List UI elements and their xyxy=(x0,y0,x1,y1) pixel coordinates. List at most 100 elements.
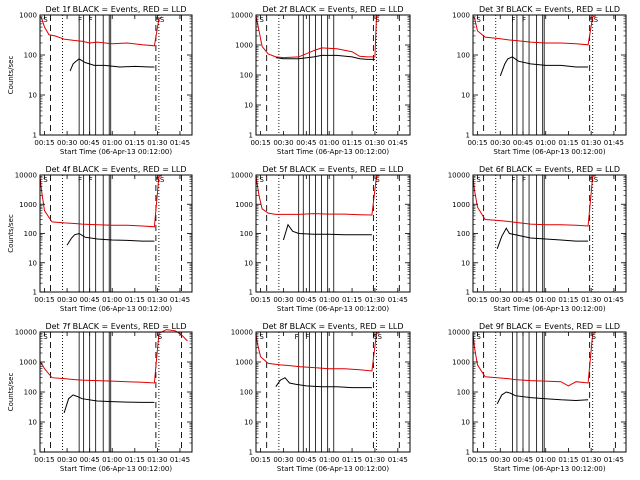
x-tick-label: 01:15 xyxy=(558,139,578,147)
flag-marker-S: S xyxy=(476,176,481,184)
flag-marker-S: S xyxy=(259,176,264,184)
y-tick-label: 1 xyxy=(33,132,37,140)
x-tick-label: 00:15 xyxy=(467,296,487,304)
y-tick-label: 100 xyxy=(457,230,470,238)
x-tick-label: 01:45 xyxy=(604,456,624,464)
series-line-lld xyxy=(472,175,596,227)
y-tick-label: 1000 xyxy=(19,12,37,20)
series-line-lld xyxy=(39,329,188,384)
x-tick-label: 01:30 xyxy=(581,296,601,304)
chart-panel-5: Det 5f BLACK = Events, RED = LLD Start Ti… xyxy=(231,165,411,313)
series-line-lld xyxy=(255,15,380,59)
flag-marker-S: S xyxy=(591,333,596,341)
chart-panel-1: Det 1f BLACK = Events, RED = LLD Start Ti… xyxy=(7,5,193,156)
x-tick-label: 00:45 xyxy=(80,296,100,304)
x-tick-label: 01:00 xyxy=(536,139,556,147)
flag-marker-S: S xyxy=(375,16,380,24)
flag-marker-F: F xyxy=(522,176,526,184)
y-axis-label: Counts/sec xyxy=(7,373,15,412)
x-tick-label: 01:45 xyxy=(170,139,190,147)
x-tick-label: 00:45 xyxy=(296,296,316,304)
x-tick-label: 00:45 xyxy=(513,139,533,147)
x-tick-label: 00:30 xyxy=(273,296,293,304)
series-line-events xyxy=(275,377,372,389)
y-tick-label: 10 xyxy=(461,259,470,267)
x-tick-label: 00:15 xyxy=(467,456,487,464)
x-tick-label: 00:45 xyxy=(80,139,100,147)
y-tick-label: 1000 xyxy=(235,42,253,50)
x-tick-label: 00:30 xyxy=(57,456,77,464)
flag-marker-F: F xyxy=(305,333,309,341)
x-tick-label: 00:15 xyxy=(34,139,54,147)
y-tick-label: 1000 xyxy=(452,359,470,367)
y-tick-label: 10 xyxy=(244,102,253,110)
y-tick-label: 1 xyxy=(249,289,253,297)
plot-frame xyxy=(39,14,193,136)
x-axis-label: Start Time (06-Apr-13 00:12:00) xyxy=(493,465,605,473)
y-axis-label: Counts/sec xyxy=(7,214,15,253)
x-tick-label: 00:30 xyxy=(57,139,77,147)
chart-title: Det 1f BLACK = Events, RED = LLD xyxy=(45,5,186,14)
x-tick-label: 01:15 xyxy=(342,296,362,304)
y-tick-label: 1000 xyxy=(235,201,253,209)
x-tick-label: 01:45 xyxy=(170,456,190,464)
y-tick-label: 10 xyxy=(461,92,470,100)
x-tick-label: 00:15 xyxy=(467,139,487,147)
chart-panel-4: Det 4f BLACK = Events, RED = LLD Start Ti… xyxy=(7,165,193,313)
x-axis-label: Start Time (06-Apr-13 00:12:00) xyxy=(277,148,389,156)
x-tick-label: 01:45 xyxy=(604,139,624,147)
flag-marker-SS: SS xyxy=(155,176,164,184)
x-tick-label: 01:15 xyxy=(125,456,145,464)
series-line-events xyxy=(282,223,372,241)
x-tick-label: 00:30 xyxy=(273,456,293,464)
series-line-events xyxy=(69,58,155,72)
y-tick-label: 10 xyxy=(244,419,253,427)
x-tick-label: 00:30 xyxy=(490,456,510,464)
y-tick-label: 100 xyxy=(24,52,37,60)
x-tick-label: 00:30 xyxy=(57,296,77,304)
series-line-events xyxy=(496,391,589,405)
chart-panel-2: Det 2f BLACK = Events, RED = LLD Start Ti… xyxy=(231,5,411,156)
y-tick-label: 10 xyxy=(28,92,37,100)
series-line-lld xyxy=(39,175,162,228)
x-tick-label: 00:30 xyxy=(273,139,293,147)
series-line-events xyxy=(496,227,589,249)
series-line-lld xyxy=(255,332,380,372)
chart-title: Det 4f BLACK = Events, RED = LLD xyxy=(45,165,186,174)
x-tick-label: 00:15 xyxy=(250,456,270,464)
x-tick-label: 01:00 xyxy=(102,139,122,147)
x-tick-label: 01:45 xyxy=(388,456,408,464)
chart-panel-7: Det 7f BLACK = Events, RED = LLD Start Ti… xyxy=(7,322,193,473)
series-line-lld xyxy=(255,175,380,216)
y-axis-label: Counts/sec xyxy=(7,56,15,95)
y-tick-label: 100 xyxy=(457,389,470,397)
y-tick-label: 100 xyxy=(24,389,37,397)
y-tick-label: 10 xyxy=(244,259,253,267)
x-tick-label: 00:45 xyxy=(296,456,316,464)
x-tick-label: 00:15 xyxy=(250,139,270,147)
flag-marker-SS: SS xyxy=(373,333,382,341)
series-line-lld xyxy=(472,332,596,387)
chart-title: Det 9f BLACK = Events, RED = LLD xyxy=(479,322,620,331)
y-tick-label: 1 xyxy=(466,449,470,457)
x-tick-label: 01:30 xyxy=(581,139,601,147)
flag-marker-S: S xyxy=(259,333,264,341)
x-tick-label: 00:30 xyxy=(490,139,510,147)
flag-marker-F: F xyxy=(522,16,526,24)
series-line-events xyxy=(63,394,155,414)
flag-marker-S: S xyxy=(43,16,48,24)
chart-title: Det 8f BLACK = Events, RED = LLD xyxy=(262,322,403,331)
x-tick-label: 00:45 xyxy=(513,456,533,464)
flag-marker-S: S xyxy=(259,16,264,24)
y-tick-label: 10000 xyxy=(448,329,470,337)
x-tick-label: 01:30 xyxy=(365,139,385,147)
y-tick-label: 100 xyxy=(240,72,253,80)
x-tick-label: 00:45 xyxy=(80,456,100,464)
y-tick-label: 1000 xyxy=(452,201,470,209)
x-axis-label: Start Time (06-Apr-13 00:12:00) xyxy=(277,465,389,473)
y-tick-label: 1000 xyxy=(235,359,253,367)
chart-panel-8: Det 8f BLACK = Events, RED = LLD Start Ti… xyxy=(231,322,411,473)
x-tick-label: 00:45 xyxy=(296,139,316,147)
x-tick-label: 01:00 xyxy=(319,139,339,147)
x-tick-label: 01:00 xyxy=(319,456,339,464)
